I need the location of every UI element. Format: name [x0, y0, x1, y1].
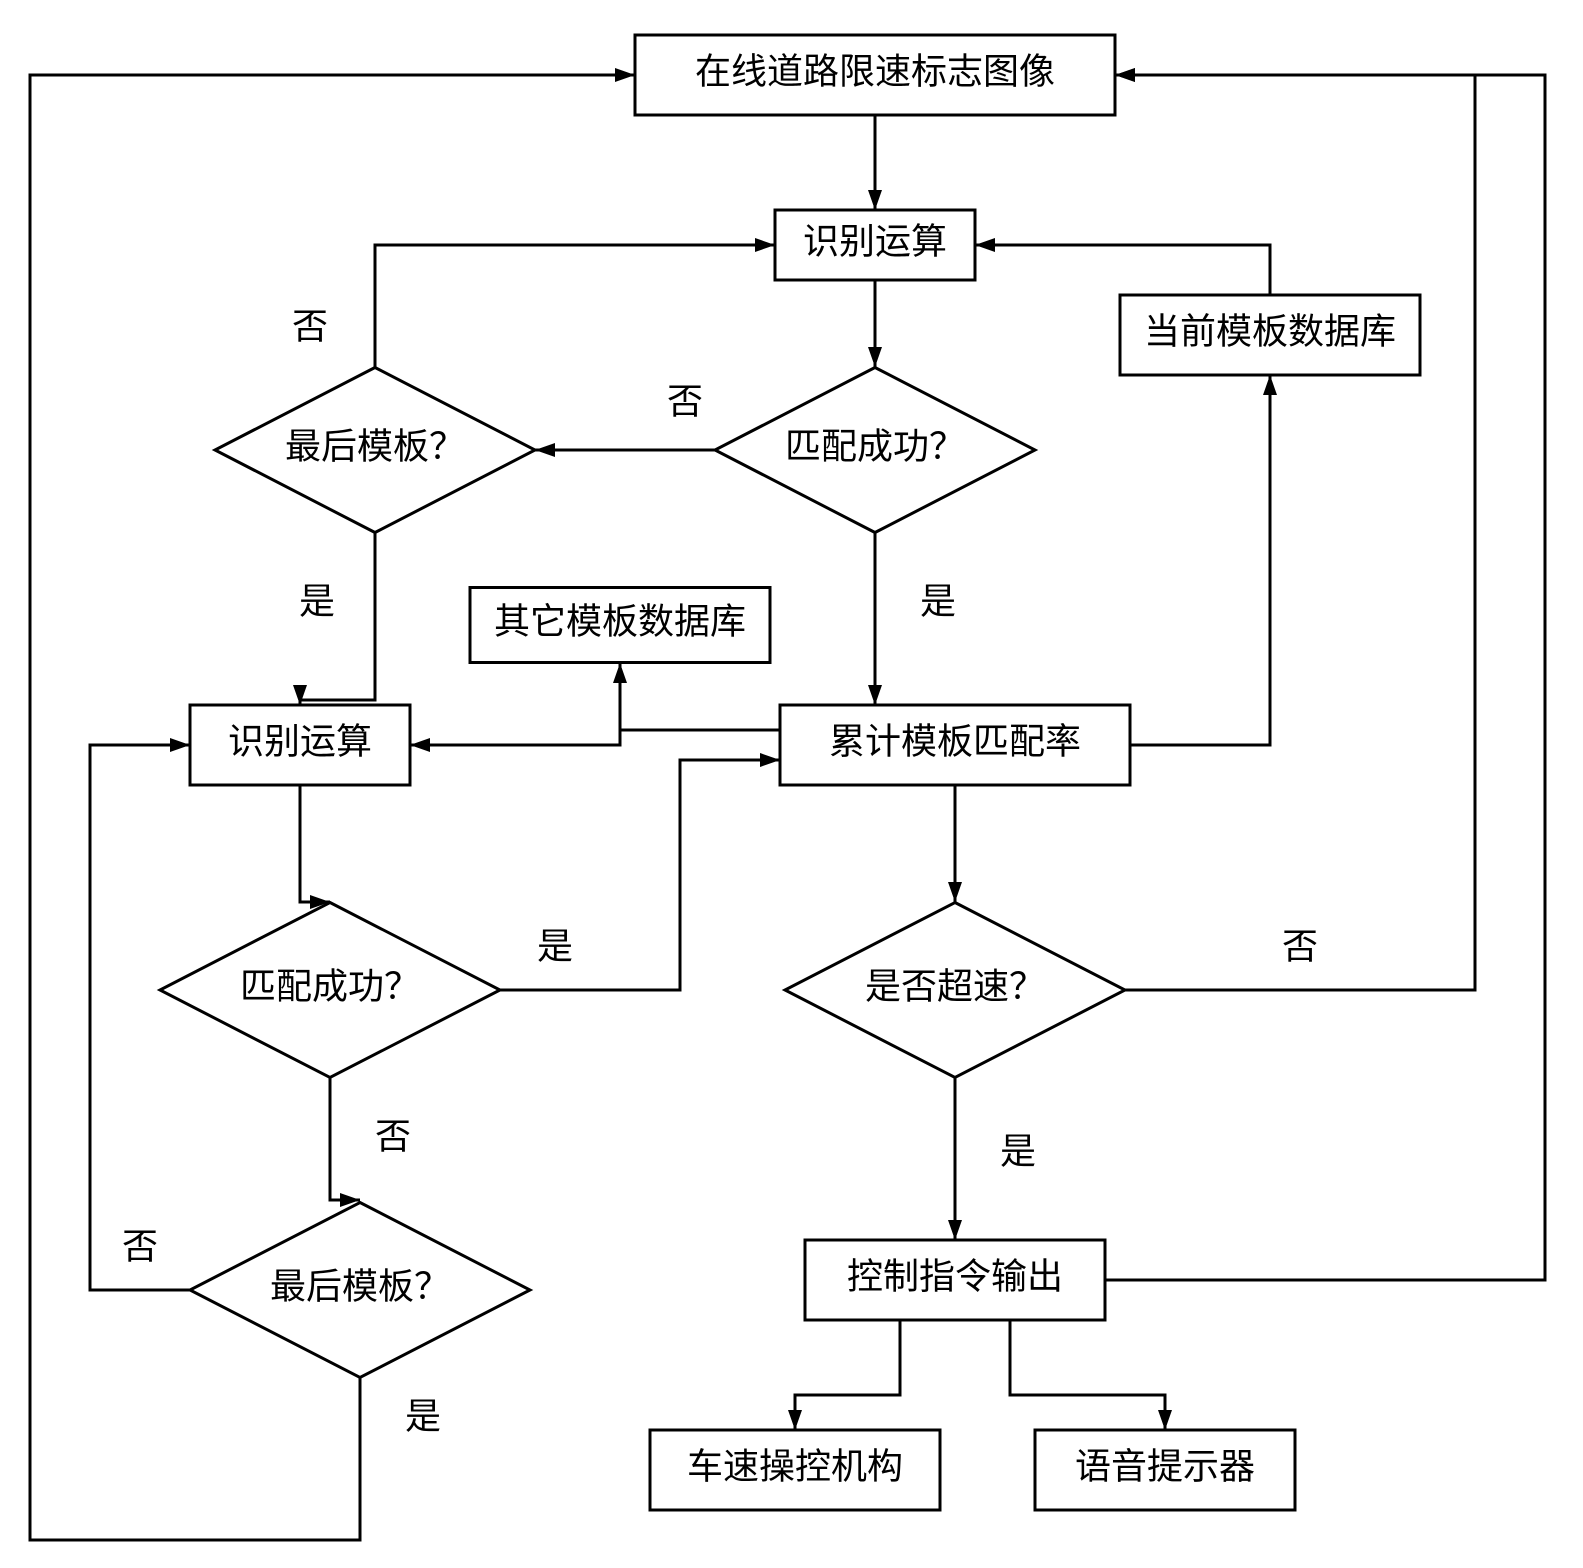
- edge-label: 否: [375, 1116, 411, 1156]
- node-n_input: 在线道路限速标志图像: [635, 35, 1115, 115]
- edge-label: 是: [1000, 1131, 1036, 1171]
- arrow-head: [948, 882, 962, 902]
- edge: [375, 245, 775, 367]
- flowchart-container: 否是否是是否否是是否在线道路限速标志图像识别运算当前模板数据库匹配成功？最后模板…: [0, 0, 1583, 1568]
- arrow-head: [760, 753, 780, 767]
- arrow-head: [1115, 68, 1135, 82]
- node-label: 累计模板匹配率: [829, 721, 1081, 761]
- node-label: 匹配成功？: [785, 426, 965, 466]
- edge-label: 否: [122, 1226, 158, 1266]
- node-label: 车速操控机构: [687, 1446, 903, 1486]
- arrow-head: [755, 238, 775, 252]
- arrow-head: [868, 685, 882, 705]
- arrow-head: [293, 685, 307, 705]
- node-n_ctrl: 控制指令输出: [805, 1240, 1105, 1320]
- node-label: 最后模板？: [270, 1266, 450, 1306]
- node-n_match1: 匹配成功？: [715, 368, 1035, 533]
- node-n_voice: 语音提示器: [1035, 1430, 1295, 1510]
- arrow-head: [948, 1220, 962, 1240]
- edge-label: 是: [405, 1396, 441, 1436]
- node-label: 是否超速？: [865, 966, 1045, 1006]
- edge: [330, 1078, 360, 1200]
- node-label: 匹配成功？: [240, 966, 420, 1006]
- edge: [410, 663, 620, 745]
- edge: [1105, 75, 1545, 1280]
- arrow-head: [868, 347, 882, 367]
- nodes-layer: 在线道路限速标志图像识别运算当前模板数据库匹配成功？最后模板？其它模板数据库识别…: [160, 35, 1420, 1510]
- node-label: 识别运算: [803, 221, 947, 261]
- node-n_accum: 累计模板匹配率: [780, 705, 1130, 785]
- edge-label: 否: [1282, 926, 1318, 966]
- node-n_speed: 车速操控机构: [650, 1430, 940, 1510]
- node-n_rec2: 识别运算: [190, 705, 410, 785]
- arrow-head: [615, 68, 635, 82]
- edge: [620, 663, 780, 730]
- node-n_last1: 最后模板？: [215, 368, 535, 533]
- node-n_over: 是否超速？: [785, 903, 1125, 1078]
- arrow-head: [410, 738, 430, 752]
- arrow-head: [788, 1410, 802, 1430]
- node-n_rec1: 识别运算: [775, 210, 975, 280]
- arrow-head: [868, 190, 882, 210]
- edge: [1010, 1320, 1165, 1430]
- node-n_db_cur: 当前模板数据库: [1120, 295, 1420, 375]
- node-label: 控制指令输出: [847, 1256, 1063, 1296]
- edge: [300, 785, 330, 902]
- node-label: 在线道路限速标志图像: [695, 51, 1055, 91]
- edge: [795, 1320, 900, 1430]
- node-label: 其它模板数据库: [494, 601, 746, 641]
- edge: [975, 245, 1270, 295]
- edge: [1130, 375, 1270, 745]
- arrow-head: [1263, 375, 1277, 395]
- arrow-head: [170, 738, 190, 752]
- edge-label: 否: [667, 381, 703, 421]
- edge: [1115, 75, 1475, 990]
- edge-label: 是: [920, 581, 956, 621]
- edge: [90, 745, 190, 1290]
- arrow-head: [975, 238, 995, 252]
- node-label: 最后模板？: [285, 426, 465, 466]
- edge-label: 是: [299, 581, 335, 621]
- node-label: 语音提示器: [1075, 1446, 1255, 1486]
- node-label: 识别运算: [228, 721, 372, 761]
- node-n_db_other: 其它模板数据库: [470, 588, 770, 663]
- node-n_last2: 最后模板？: [190, 1203, 530, 1378]
- edge-label: 是: [537, 926, 573, 966]
- edge-label: 否: [292, 306, 328, 346]
- arrow-head: [1158, 1410, 1172, 1430]
- node-n_match2: 匹配成功？: [160, 903, 500, 1078]
- node-label: 当前模板数据库: [1144, 311, 1396, 351]
- arrow-head: [613, 663, 627, 683]
